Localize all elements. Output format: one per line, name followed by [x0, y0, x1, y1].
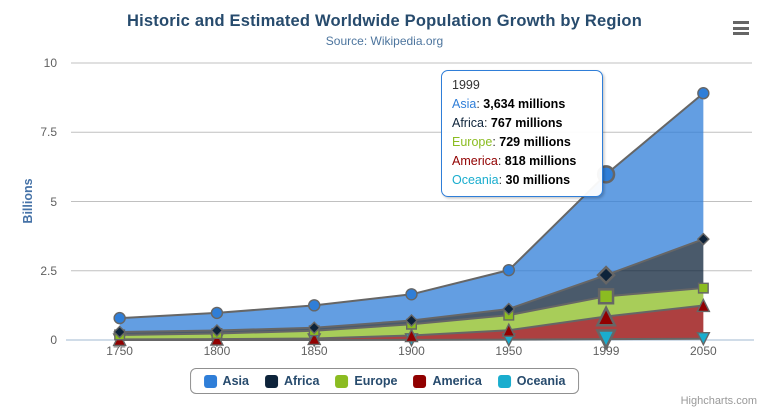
series-area-asia[interactable]	[119, 93, 704, 332]
marker-america-1999[interactable]	[595, 305, 617, 327]
marker-africa-1750[interactable]	[113, 325, 127, 339]
chart-subtitle: Source: Wikipedia.org	[325, 34, 444, 48]
legend-label: Europe	[354, 374, 398, 388]
x-tick-label-2050: 2050	[689, 344, 717, 358]
legend-item-asia[interactable]: Asia	[203, 374, 249, 388]
credits-link[interactable]: Highcharts.com	[680, 395, 757, 407]
marker-asia-1900[interactable]	[405, 288, 418, 301]
chart-title: Historic and Estimated Worldwide Populat…	[127, 12, 642, 30]
marker-america-2050[interactable]	[696, 297, 711, 313]
hamburger-icon	[733, 32, 749, 35]
legend-label: Asia	[222, 374, 249, 388]
marker-europe-1999[interactable]	[597, 288, 615, 305]
legend-label: Oceania	[516, 374, 566, 388]
legend-item-europe[interactable]: Europe	[335, 374, 397, 388]
marker-africa-1950[interactable]	[502, 302, 516, 316]
hamburger-icon	[733, 26, 749, 30]
legend-symbol-asia	[203, 374, 217, 388]
marker-asia-1950[interactable]	[502, 263, 515, 277]
legend: Asia Africa Europe America Oceania	[189, 368, 580, 394]
marker-asia-2050[interactable]	[697, 87, 710, 100]
hamburger-icon	[733, 21, 749, 24]
x-tick-label-1800: 1800	[203, 344, 231, 358]
marker-africa-1900[interactable]	[405, 314, 418, 328]
y-tick-label-7.5: 7.5	[40, 125, 57, 140]
marker-america-1900[interactable]	[404, 327, 419, 343]
y-tick-label-0: 0	[50, 333, 57, 347]
y-tick-label-10: 10	[43, 56, 57, 70]
marker-asia-1800[interactable]	[210, 306, 224, 320]
legend-symbol-oceania	[497, 374, 511, 388]
export-menu-button[interactable]	[733, 21, 749, 35]
marker-america-1850[interactable]	[307, 330, 322, 346]
marker-asia-1850[interactable]	[308, 299, 321, 312]
legend-label: Africa	[283, 374, 320, 388]
legend-symbol-africa	[264, 374, 278, 388]
marker-america-1950[interactable]	[501, 322, 516, 337]
marker-africa-1850[interactable]	[307, 321, 321, 335]
x-tick-label-1999: 1999	[592, 344, 620, 358]
marker-asia-1999[interactable]	[596, 165, 616, 184]
legend-label: America	[432, 374, 482, 388]
marker-africa-1800[interactable]	[210, 324, 224, 337]
marker-america-1800[interactable]	[209, 331, 225, 346]
x-tick-label-1750: 1750	[106, 344, 133, 358]
series-area-america[interactable]	[119, 305, 704, 340]
series-area-africa[interactable]	[119, 239, 704, 335]
marker-oceania-1999[interactable]	[595, 329, 617, 351]
marker-europe-2050[interactable]	[697, 282, 709, 294]
marker-oceania-2050[interactable]	[696, 332, 711, 347]
legend-symbol-america	[413, 374, 427, 388]
marker-asia-1750[interactable]	[113, 311, 126, 325]
marker-africa-1999[interactable]	[596, 265, 616, 285]
marker-africa-2050[interactable]	[696, 232, 710, 246]
x-tick-label-1850: 1850	[300, 344, 328, 358]
legend-item-africa[interactable]: Africa	[264, 374, 320, 388]
x-tick-label-1950: 1950	[495, 344, 523, 358]
legend-item-america[interactable]: America	[413, 374, 482, 388]
x-tick-label-1900: 1900	[398, 344, 425, 358]
legend-item-oceania[interactable]: Oceania	[497, 374, 566, 388]
y-tick-label-5: 5	[50, 194, 57, 209]
y-tick-label-2.5: 2.5	[40, 263, 57, 278]
legend-symbol-europe	[335, 374, 349, 388]
